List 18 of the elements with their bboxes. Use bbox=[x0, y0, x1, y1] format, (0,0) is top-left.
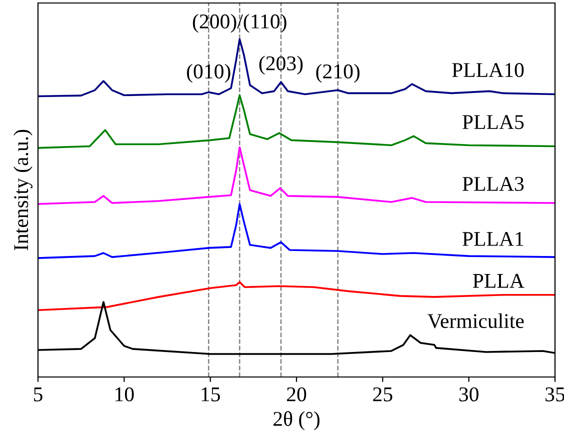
x-tick-label: 30 bbox=[459, 387, 478, 402]
x-tick-label: 5 bbox=[34, 388, 42, 402]
x-tick-label: 25 bbox=[373, 387, 392, 402]
x-tick-label: 15 bbox=[202, 387, 220, 402]
x-tick-label: 20 bbox=[287, 387, 306, 402]
x-tick-label: 10 bbox=[116, 387, 134, 402]
annotation: (203) bbox=[259, 56, 303, 75]
y-axis-title: Intensity (a.u.) bbox=[13, 130, 32, 250]
series-label: PLLA bbox=[472, 274, 524, 288]
series-label: PLLA5 bbox=[462, 115, 524, 130]
annotation: (200)/(110) bbox=[192, 14, 286, 33]
x-axis-title: 2θ (°) bbox=[274, 411, 320, 430]
series-label: PLLA10 bbox=[452, 63, 524, 78]
series-label: Vermiculite bbox=[428, 313, 524, 328]
series-label: PLLA3 bbox=[462, 176, 524, 191]
annotation: (210) bbox=[316, 64, 360, 83]
series-label: PLLA1 bbox=[462, 232, 524, 246]
annotation: (010) bbox=[186, 64, 230, 83]
